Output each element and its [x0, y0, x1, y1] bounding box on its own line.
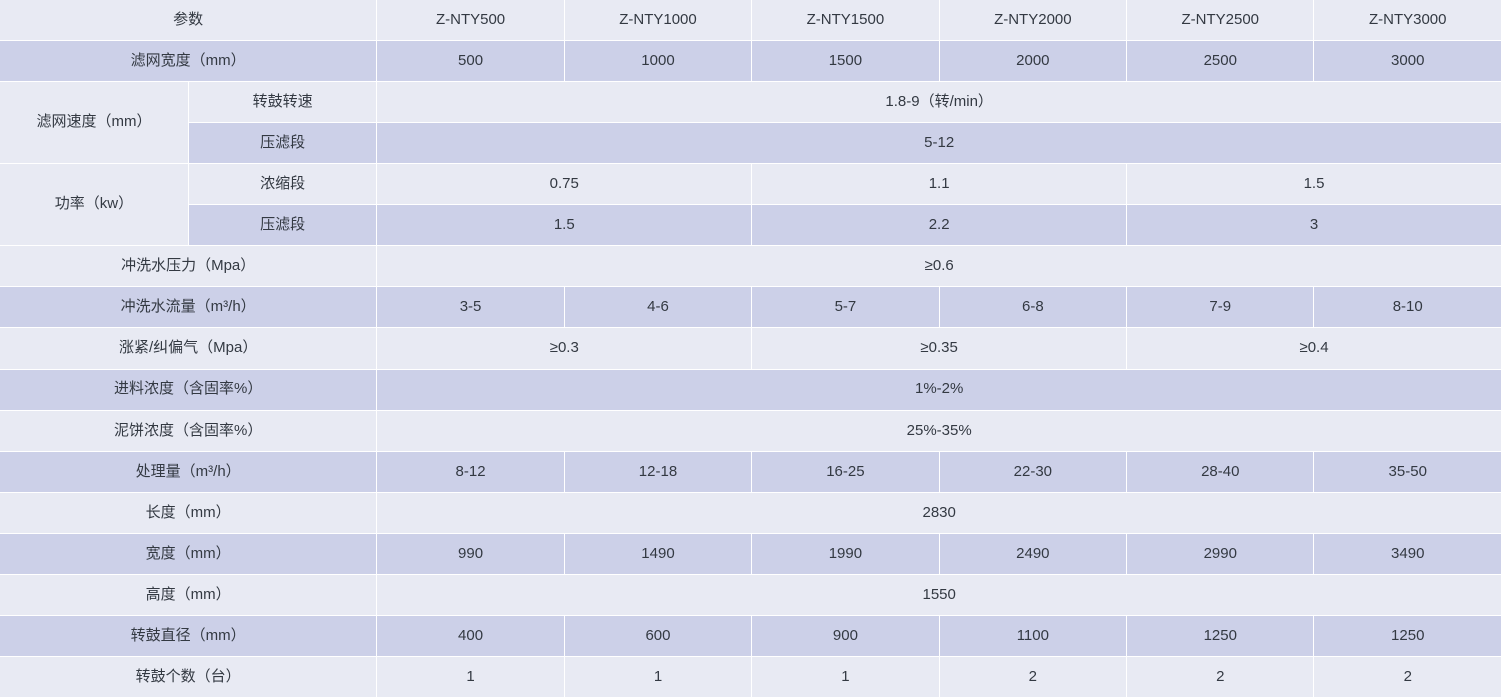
cell-mesh-width-6: 3000 [1313, 40, 1502, 82]
row-label-mesh-width: 滤网宽度（mm） [0, 40, 378, 82]
row-label-height: 高度（mm） [0, 574, 378, 617]
cell-drum-speed-value: 1.8-9（转/min） [376, 81, 1502, 123]
row-drum-speed: 滤网速度（mm） 转鼓转速 1.8-9（转/min） [0, 81, 1502, 164]
cell-tension-air-1: ≥0.3 [376, 327, 753, 370]
cell-width-5: 2990 [1126, 533, 1315, 576]
cell-tension-air-3: ≥0.4 [1126, 327, 1502, 370]
cell-wash-flow-1: 3-5 [376, 286, 565, 329]
cell-drum-count-6: 2 [1313, 656, 1502, 697]
row-power-thicken: 功率（kw） 浓缩段 0.75 1.1 1.5 [0, 163, 1502, 247]
cell-wash-flow-2: 4-6 [564, 286, 753, 329]
row-label-wash-flow: 冲洗水流量（m³/h） [0, 286, 378, 329]
cell-power-thicken-2: 1.1 [751, 163, 1128, 206]
row-feed-concentration: 进料浓度（含固率%） 1%-2% [0, 369, 1502, 411]
cell-mesh-press-section-value: 5-12 [376, 122, 1502, 164]
row-label-tension-air: 涨紧/纠偏气（Mpa） [0, 327, 378, 370]
row-throughput: 处理量（m³/h） 8-12 12-18 16-25 22-30 28-40 3… [0, 451, 1502, 493]
cell-mesh-width-5: 2500 [1126, 40, 1315, 82]
row-drum-diameter: 转鼓直径（mm） 400 600 900 1100 1250 1250 [0, 615, 1502, 658]
row-label-power-thicken: 浓缩段 [188, 163, 378, 206]
cell-width-6: 3490 [1313, 533, 1502, 576]
header-model-3: Z-NTY1500 [751, 0, 940, 41]
header-model-2: Z-NTY1000 [564, 0, 753, 41]
row-wash-flow: 冲洗水流量（m³/h） 3-5 4-6 5-7 6-8 7-9 8-10 [0, 286, 1502, 329]
cell-drum-count-1: 1 [376, 656, 565, 697]
header-model-1: Z-NTY500 [376, 0, 565, 41]
cell-mesh-width-1: 500 [376, 40, 565, 82]
cell-tension-air-2: ≥0.35 [751, 327, 1128, 370]
cell-drum-count-5: 2 [1126, 656, 1315, 697]
cell-power-thicken-3: 1.5 [1126, 163, 1502, 206]
row-label-drum-count: 转鼓个数（台） [0, 656, 378, 697]
cell-width-4: 2490 [939, 533, 1128, 576]
cell-mesh-width-4: 2000 [939, 40, 1128, 82]
row-mesh-width: 滤网宽度（mm） 500 1000 1500 2000 2500 3000 [0, 40, 1502, 82]
cell-throughput-1: 8-12 [376, 451, 565, 493]
header-model-6: Z-NTY3000 [1313, 0, 1502, 41]
row-label-length: 长度（mm） [0, 492, 378, 534]
header-param-label: 参数 [0, 0, 378, 41]
row-label-width: 宽度（mm） [0, 533, 378, 576]
header-model-4: Z-NTY2000 [939, 0, 1128, 41]
cell-drum-diameter-6: 1250 [1313, 615, 1502, 658]
row-label-cake-concentration: 泥饼浓度（含固率%） [0, 410, 378, 452]
row-label-feed-concentration: 进料浓度（含固率%） [0, 369, 378, 411]
cell-width-2: 1490 [564, 533, 753, 576]
cell-wash-pressure-value: ≥0.6 [376, 245, 1502, 288]
cell-power-press-2: 2.2 [751, 204, 1128, 247]
row-power-press: 压滤段 1.5 2.2 3 [0, 204, 1502, 247]
cell-throughput-5: 28-40 [1126, 451, 1315, 493]
cell-drum-diameter-4: 1100 [939, 615, 1128, 658]
cell-cake-concentration-value: 25%-35% [376, 410, 1502, 452]
cell-drum-count-2: 1 [564, 656, 753, 697]
row-tension-air: 涨紧/纠偏气（Mpa） ≥0.3 ≥0.35 ≥0.4 [0, 327, 1502, 370]
table-header-row: 参数 Z-NTY500 Z-NTY1000 Z-NTY1500 Z-NTY200… [0, 0, 1502, 41]
cell-width-1: 990 [376, 533, 565, 576]
cell-wash-flow-3: 5-7 [751, 286, 940, 329]
cell-throughput-4: 22-30 [939, 451, 1128, 493]
cell-drum-diameter-1: 400 [376, 615, 565, 658]
row-label-drum-diameter: 转鼓直径（mm） [0, 615, 378, 658]
cell-drum-diameter-5: 1250 [1126, 615, 1315, 658]
cell-throughput-6: 35-50 [1313, 451, 1502, 493]
cell-drum-count-4: 2 [939, 656, 1128, 697]
cell-mesh-width-2: 1000 [564, 40, 753, 82]
cell-length-value: 2830 [376, 492, 1502, 534]
row-width: 宽度（mm） 990 1490 1990 2490 2990 3490 [0, 533, 1502, 576]
row-label-wash-pressure: 冲洗水压力（Mpa） [0, 245, 378, 288]
row-mesh-press-section: 压滤段 5-12 [0, 122, 1502, 164]
cell-wash-flow-6: 8-10 [1313, 286, 1502, 329]
row-drum-count: 转鼓个数（台） 1 1 1 2 2 2 [0, 656, 1502, 697]
cell-height-value: 1550 [376, 574, 1502, 617]
cell-wash-flow-4: 6-8 [939, 286, 1128, 329]
row-wash-pressure: 冲洗水压力（Mpa） ≥0.6 [0, 245, 1502, 288]
row-label-mesh-speed: 滤网速度（mm） [0, 81, 189, 164]
cell-throughput-2: 12-18 [564, 451, 753, 493]
cell-wash-flow-5: 7-9 [1126, 286, 1315, 329]
row-label-throughput: 处理量（m³/h） [0, 451, 378, 493]
cell-width-3: 1990 [751, 533, 940, 576]
cell-power-press-3: 3 [1126, 204, 1502, 247]
cell-power-thicken-1: 0.75 [376, 163, 753, 206]
row-label-power: 功率（kw） [0, 163, 189, 247]
cell-drum-diameter-3: 900 [751, 615, 940, 658]
row-label-power-press: 压滤段 [188, 204, 378, 247]
cell-drum-diameter-2: 600 [564, 615, 753, 658]
row-label-drum-speed: 转鼓转速 [188, 81, 378, 123]
cell-throughput-3: 16-25 [751, 451, 940, 493]
row-cake-concentration: 泥饼浓度（含固率%） 25%-35% [0, 410, 1502, 452]
row-label-mesh-press-section: 压滤段 [188, 122, 378, 164]
cell-power-press-1: 1.5 [376, 204, 753, 247]
cell-mesh-width-3: 1500 [751, 40, 940, 82]
cell-drum-count-3: 1 [751, 656, 940, 697]
header-model-5: Z-NTY2500 [1126, 0, 1315, 41]
row-height: 高度（mm） 1550 [0, 574, 1502, 617]
row-length: 长度（mm） 2830 [0, 492, 1502, 534]
cell-feed-concentration-value: 1%-2% [376, 369, 1502, 411]
